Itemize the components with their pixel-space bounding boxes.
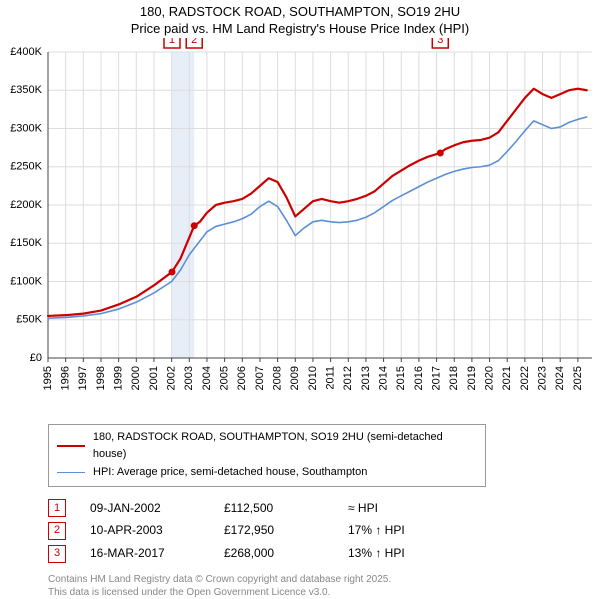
y-tick-label: £0: [30, 352, 42, 364]
legend-swatch: [57, 472, 85, 473]
x-tick-label: 2014: [377, 366, 389, 390]
y-tick-label: £350K: [10, 84, 42, 96]
x-tick-label: 2022: [519, 366, 531, 390]
x-tick-label: 2002: [166, 366, 178, 390]
sale-price: £112,500: [224, 497, 324, 520]
x-tick-label: 2007: [254, 366, 266, 390]
chart-title-block: 180, RADSTOCK ROAD, SOUTHAMPTON, SO19 2H…: [0, 0, 600, 38]
attribution: Contains HM Land Registry data © Crown c…: [48, 573, 600, 599]
legend-label: HPI: Average price, semi-detached house,…: [93, 464, 367, 482]
y-tick-label: £50K: [16, 313, 42, 325]
legend-item: HPI: Average price, semi-detached house,…: [57, 464, 477, 482]
sale-marker-icon: 2: [48, 522, 66, 540]
x-tick-label: 2006: [236, 366, 248, 390]
x-tick-label: 2015: [395, 366, 407, 390]
chart-svg: £0 £50K £100K £150K £200K £250K £300K £350K £400…: [0, 38, 600, 418]
price-chart: £0 £50K £100K £150K £200K £250K £300K £350K £400…: [0, 38, 600, 418]
sale-vs-hpi: 13% ↑ HPI: [348, 542, 405, 565]
x-tick-label: 1995: [42, 366, 54, 390]
sale-date: 16-MAR-2017: [90, 542, 200, 565]
x-tick-label: 1996: [60, 366, 72, 390]
x-tick-label: 2001: [148, 366, 160, 390]
legend-label: 180, RADSTOCK ROAD, SOUTHAMPTON, SO19 2H…: [93, 429, 477, 464]
y-tick-label: £200K: [10, 199, 42, 211]
sale-dot: [191, 222, 198, 229]
sale-row: 1 09-JAN-2002 £112,500 ≈ HPI: [48, 497, 600, 520]
sale-vs-hpi: 17% ↑ HPI: [348, 519, 405, 542]
legend: 180, RADSTOCK ROAD, SOUTHAMPTON, SO19 2H…: [48, 424, 486, 487]
y-tick-label: £250K: [10, 160, 42, 172]
x-tick-label: 2023: [536, 366, 548, 390]
sale-vs-hpi: ≈ HPI: [348, 497, 378, 520]
x-tick-label: 2011: [325, 366, 337, 390]
y-tick-label: £100K: [10, 275, 42, 287]
x-tick-label: 2016: [413, 366, 425, 390]
sale-marker-number: 2: [191, 38, 197, 46]
sale-marker-icon: 3: [48, 545, 66, 563]
x-tick-label: 2019: [466, 366, 478, 390]
x-tick-label: 2025: [572, 366, 584, 390]
x-tick-label: 2004: [201, 366, 213, 390]
sale-marker-icon: 1: [48, 499, 66, 517]
y-tick-label: £400K: [10, 46, 42, 58]
x-tick-label: 2017: [430, 366, 442, 390]
legend-item: 180, RADSTOCK ROAD, SOUTHAMPTON, SO19 2H…: [57, 429, 477, 464]
y-tick-label: £300K: [10, 122, 42, 134]
sale-date: 09-JAN-2002: [90, 497, 200, 520]
x-tick-label: 2010: [307, 366, 319, 390]
x-tick-label: 2005: [219, 366, 231, 390]
attribution-line-1: Contains HM Land Registry data © Crown c…: [48, 573, 600, 586]
x-tick-label: 2020: [483, 366, 495, 390]
x-tick-label: 1997: [77, 366, 89, 390]
title-line-1: 180, RADSTOCK ROAD, SOUTHAMPTON, SO19 2H…: [0, 4, 600, 21]
title-line-2: Price paid vs. HM Land Registry's House …: [0, 21, 600, 38]
x-tick-label: 2009: [289, 366, 301, 390]
x-tick-label: 2018: [448, 366, 460, 390]
legend-swatch: [57, 445, 85, 447]
x-tick-label: 2021: [501, 366, 513, 390]
sale-row: 2 10-APR-2003 £172,950 17% ↑ HPI: [48, 519, 600, 542]
sale-price: £172,950: [224, 519, 324, 542]
x-tick-label: 2008: [272, 366, 284, 390]
x-tick-label: 2012: [342, 366, 354, 390]
x-tick-label: 1998: [95, 366, 107, 390]
x-tick-label: 1999: [113, 366, 125, 390]
attribution-line-2: This data is licensed under the Open Gov…: [48, 586, 600, 599]
x-tick-label: 2013: [360, 366, 372, 390]
sale-marker-number: 1: [169, 38, 175, 46]
sale-dot: [168, 268, 175, 275]
x-tick-label: 2024: [554, 366, 566, 390]
x-tick-label: 2000: [130, 366, 142, 390]
sale-marker-number: 3: [437, 38, 443, 46]
x-tick-label: 2003: [183, 366, 195, 390]
sales-table: 1 09-JAN-2002 £112,500 ≈ HPI 2 10-APR-2003 £17…: [48, 497, 600, 565]
sale-row: 3 16-MAR-2017 £268,000 13% ↑ HPI: [48, 542, 600, 565]
y-tick-label: £150K: [10, 237, 42, 249]
sale-price: £268,000: [224, 542, 324, 565]
sale-date: 10-APR-2003: [90, 519, 200, 542]
sale-dot: [437, 149, 444, 156]
